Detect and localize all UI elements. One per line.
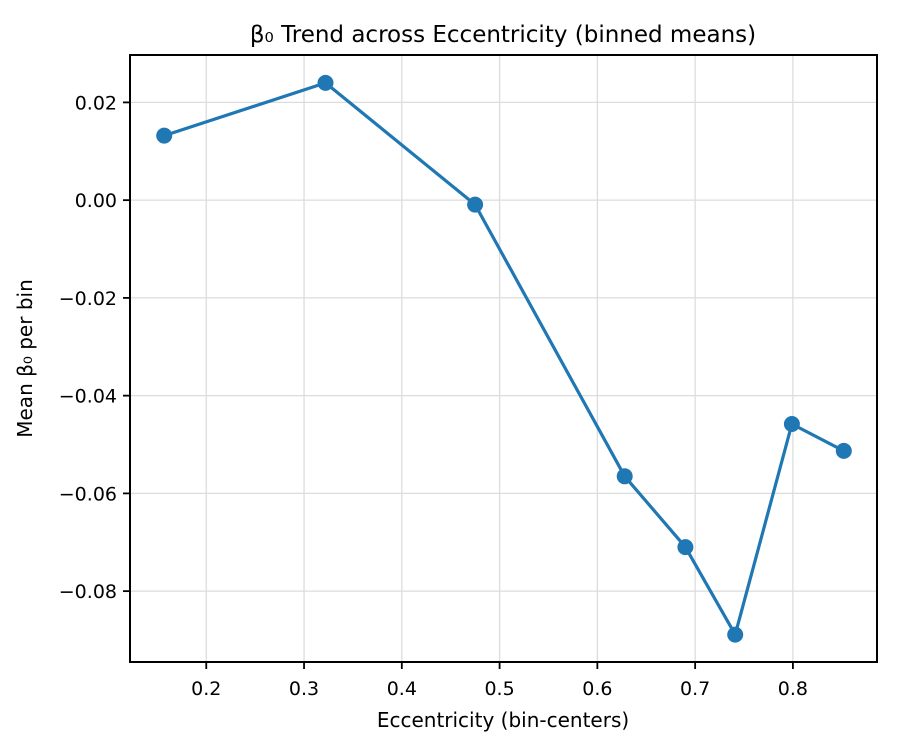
x-axis-label: Eccentricity (bin-centers) [377,708,629,732]
axis-layer: 0.2 0.3 0.4 0.5 0.6 0.7 0.8 0.02 0.00 −0.02 −0.04 −… [59,92,808,700]
data-point-marker [616,468,633,485]
y-axis-label: Mean β₀ per bin [13,279,37,438]
x-tick-label: 0.8 [778,678,808,700]
x-tick-label: 0.6 [582,678,612,700]
data-point-marker [727,626,744,643]
data-point-marker [835,442,852,459]
y-tick-label: −0.04 [59,386,117,408]
data-point-marker [156,127,173,144]
data-point-marker [783,416,800,432]
y-tick-label: −0.06 [59,483,117,505]
y-tick-label: 0.00 [75,190,117,212]
x-tick-label: 0.2 [191,678,221,700]
y-tick-label: 0.02 [75,92,117,114]
x-tick-label: 0.3 [289,678,319,700]
x-tick-label: 0.4 [387,678,417,700]
y-tick-label: −0.08 [59,581,117,603]
trend-line [162,81,846,637]
data-point-marker [317,74,334,91]
x-tick-label: 0.5 [484,678,514,700]
grid-layer [130,55,877,662]
y-tick-label: −0.02 [59,288,117,310]
x-tick-label: 0.7 [680,678,710,700]
plot-border [129,54,878,663]
data-point-marker [677,539,694,556]
chart-title: β₀ Trend across Eccentricity (binned mea… [250,22,756,48]
data-series-layer [156,74,852,643]
data-point-marker [467,196,484,213]
